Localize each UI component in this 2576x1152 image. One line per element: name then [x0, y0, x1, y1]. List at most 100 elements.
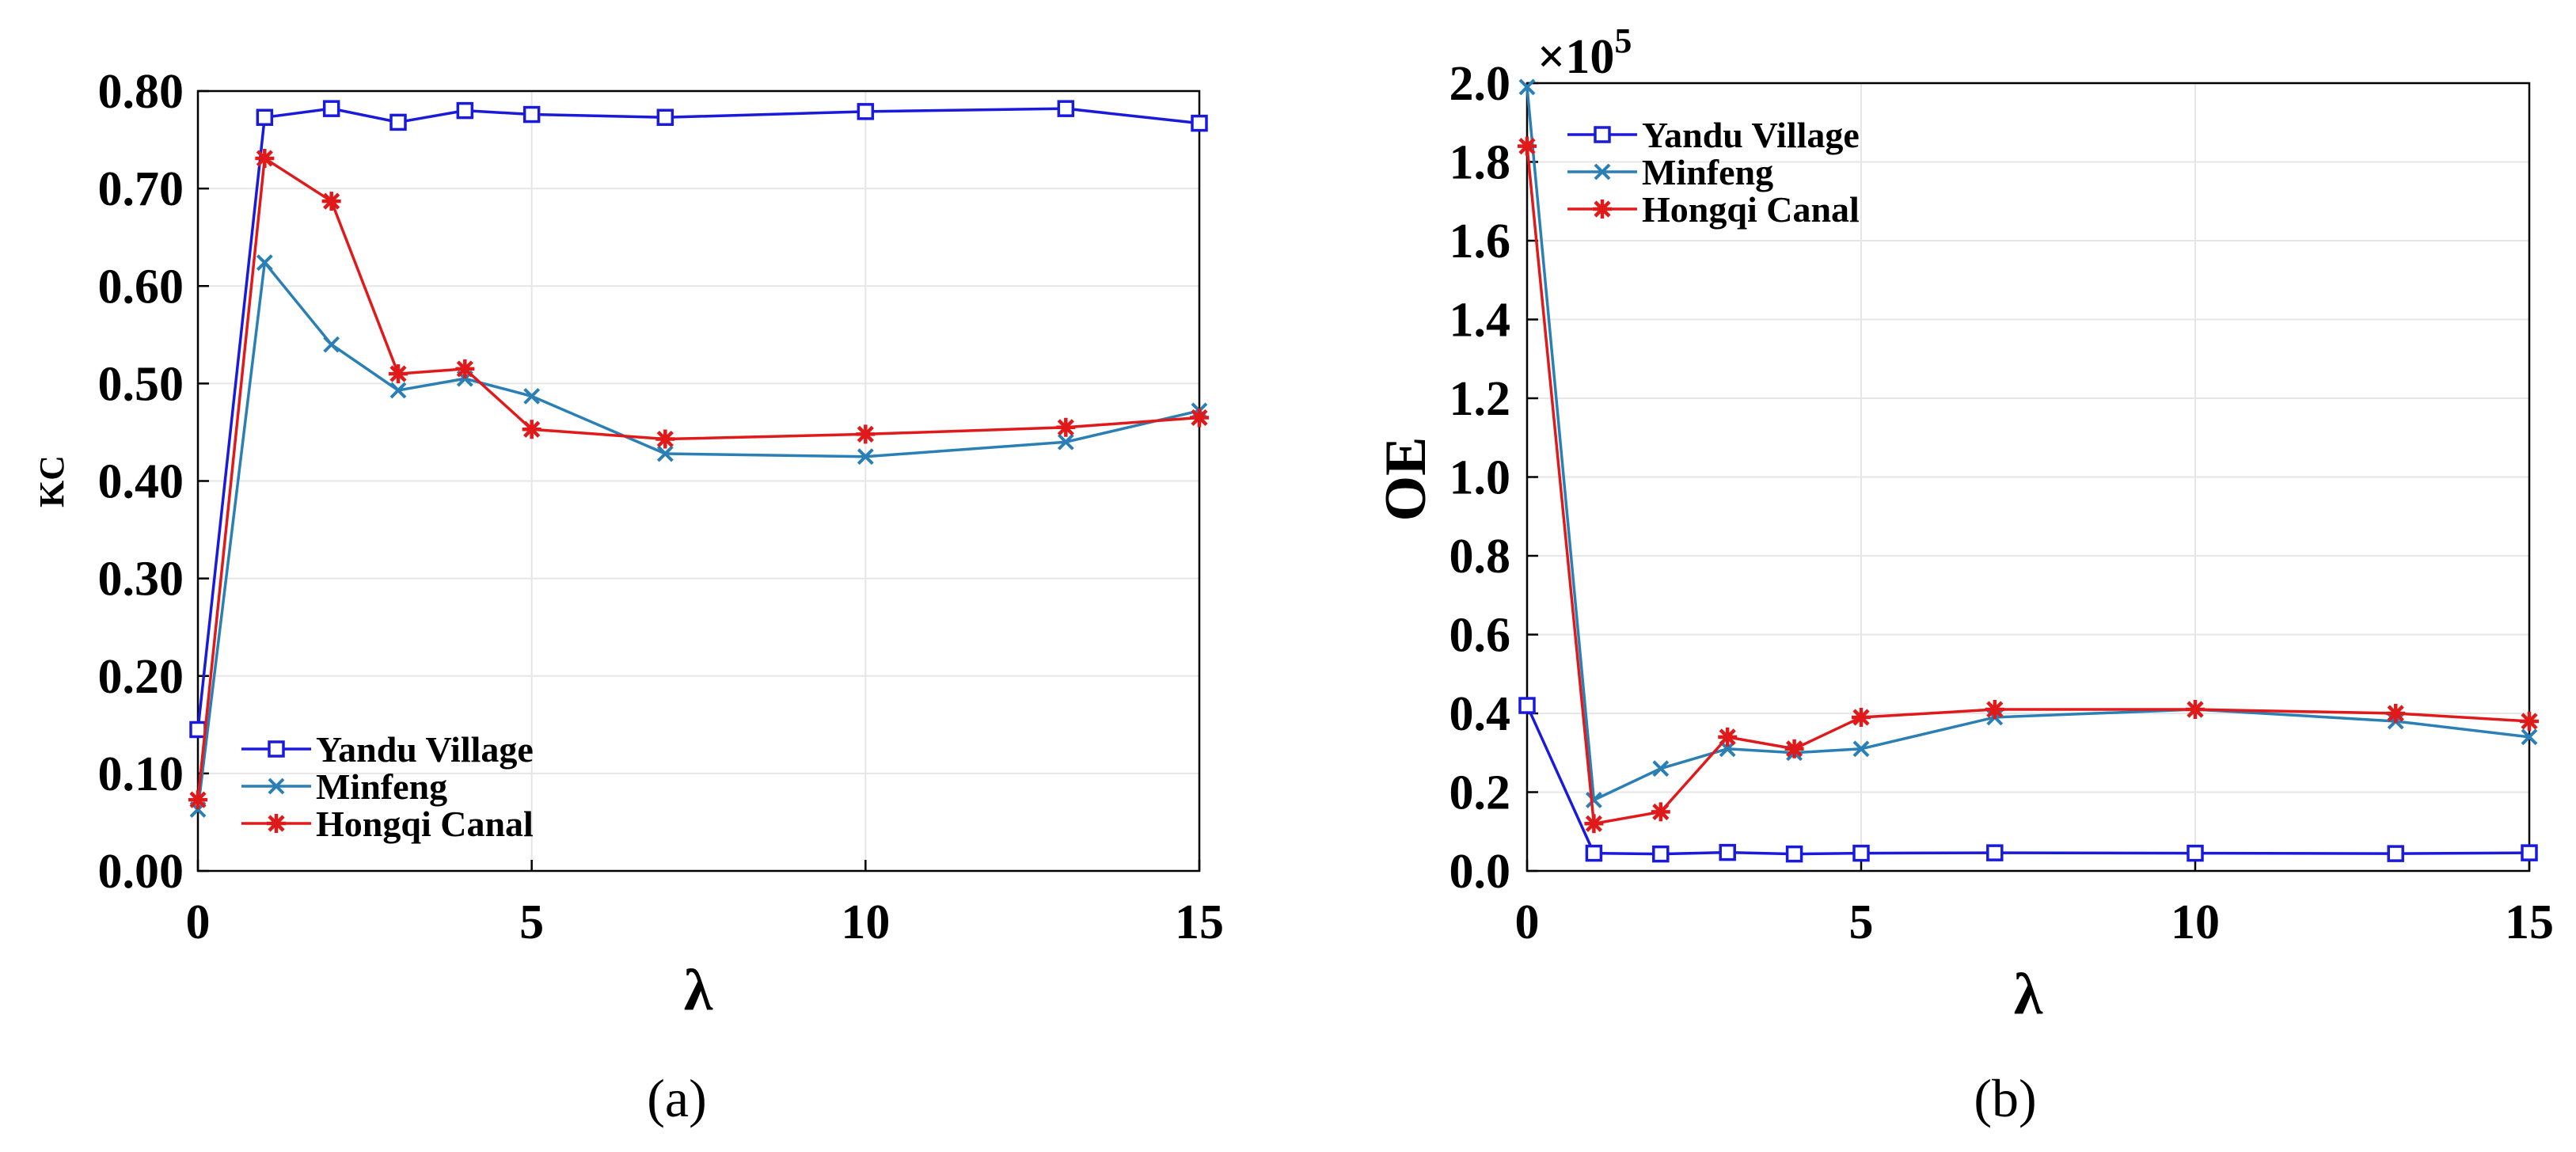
panel-caption: (a) — [647, 1068, 706, 1128]
legend-label: Minfeng — [1642, 152, 1773, 192]
data-point-minfeng — [389, 382, 407, 399]
data-point-hongqi-canal — [321, 192, 341, 211]
data-point-minfeng — [1057, 433, 1074, 451]
data-point-hongqi-canal — [188, 790, 207, 810]
data-point-minfeng — [1585, 792, 1602, 808]
series-line-yandu-village — [1525, 705, 2530, 856]
y-tick-label: 0.10 — [98, 747, 184, 801]
y-axis-label: OE — [1373, 437, 1438, 522]
x-tick-label: 10 — [2171, 895, 2220, 949]
data-point-yandu-village — [189, 720, 207, 739]
y-tick-label: 1.4 — [1449, 294, 1511, 348]
data-point-hongqi-canal — [655, 429, 675, 449]
data-point-minfeng — [523, 387, 541, 405]
x-tick-label: 15 — [2505, 895, 2554, 949]
data-point-minfeng — [656, 445, 674, 462]
legend-label: Hongqi Canal — [1642, 189, 1860, 230]
y-tick-label: 0.70 — [98, 162, 184, 216]
data-point-hongqi-canal — [856, 424, 876, 444]
data-point-hongqi-canal — [389, 364, 408, 384]
data-point-yandu-village — [1518, 697, 1536, 714]
data-point-hongqi-canal — [522, 420, 541, 439]
data-point-minfeng — [323, 336, 340, 353]
data-point-yandu-village — [1652, 845, 1670, 863]
legend-marker — [268, 740, 285, 758]
series-line-yandu-village — [196, 107, 1200, 730]
data-point-yandu-village — [456, 101, 474, 120]
data-point-hongqi-canal — [1518, 136, 1537, 156]
series-line-hongqi-canal — [1525, 146, 2530, 826]
data-point-hongqi-canal — [255, 148, 275, 168]
y-tick-label: 1.6 — [1449, 215, 1511, 268]
data-point-yandu-village — [1191, 114, 1208, 132]
x-tick-label: 5 — [519, 895, 544, 949]
chart-panel-a: 0.00 0.10 0.20 0.30 0.40 0.50 0.60 0.70 0.80 0 5 10… — [32, 65, 1224, 1128]
data-point-yandu-village — [256, 108, 274, 126]
y-tick-label: 0.6 — [1449, 609, 1511, 663]
data-point-yandu-village — [1057, 100, 1075, 117]
y-tick-label: 1.0 — [1449, 451, 1511, 505]
legend-marker — [1594, 163, 1611, 181]
legend-label: Yandu Village — [1642, 115, 1860, 155]
data-point-minfeng — [1652, 760, 1670, 778]
data-point-hongqi-canal — [1852, 707, 1871, 727]
data-point-hongqi-canal — [1784, 739, 1804, 758]
y-tick-label: 0.50 — [98, 357, 184, 411]
data-point-minfeng — [1518, 78, 1536, 96]
y-tick-label: 0.20 — [98, 650, 184, 704]
x-tick-label: 10 — [841, 895, 890, 949]
data-point-hongqi-canal — [1718, 727, 1738, 747]
x-tick-label: 0 — [186, 895, 211, 949]
data-point-yandu-village — [1785, 845, 1803, 863]
legend-label: Hongqi Canal — [316, 804, 534, 844]
panel-caption: (b) — [1974, 1068, 2036, 1128]
data-point-hongqi-canal — [1985, 700, 2004, 720]
data-point-hongqi-canal — [1056, 417, 1076, 437]
legend-marker — [1593, 200, 1612, 219]
data-point-yandu-village — [1986, 844, 2004, 861]
data-point-hongqi-canal — [2520, 711, 2539, 731]
data-point-hongqi-canal — [2386, 704, 2406, 723]
data-point-yandu-village — [656, 108, 674, 126]
x-tick-label: 15 — [1175, 895, 1224, 949]
y-tick-label: 0.2 — [1449, 766, 1511, 820]
data-point-yandu-village — [857, 103, 875, 120]
data-point-yandu-village — [1585, 844, 1603, 862]
multiplier-exponent: 5 — [1614, 21, 1632, 60]
legend-marker — [1594, 126, 1611, 143]
data-point-minfeng — [2521, 728, 2538, 746]
data-point-hongqi-canal — [1651, 802, 1670, 822]
data-point-yandu-village — [522, 105, 541, 124]
data-point-hongqi-canal — [455, 359, 475, 378]
y-tick-label: 1.8 — [1449, 136, 1511, 190]
y-tick-label: 0.0 — [1449, 845, 1511, 899]
y-tick-label: 0.4 — [1449, 687, 1511, 741]
data-point-minfeng — [857, 448, 874, 466]
series-line-minfeng — [1525, 86, 2530, 803]
legend-label: Minfeng — [316, 766, 447, 807]
data-point-yandu-village — [1852, 844, 1870, 862]
data-point-hongqi-canal — [1190, 408, 1209, 428]
x-axis-label: λ — [2014, 962, 2043, 1027]
data-point-yandu-village — [2521, 844, 2538, 861]
data-point-yandu-village — [389, 113, 407, 131]
data-point-hongqi-canal — [2186, 700, 2205, 720]
y-tick-label: 0.60 — [98, 260, 184, 314]
series-line-minfeng — [196, 259, 1200, 810]
data-point-hongqi-canal — [1584, 814, 1604, 834]
legend-marker — [268, 778, 285, 795]
chart-panel-b: 0.0 0.2 0.4 0.6 0.8 1.0 1.2 1.4 1.6 1.8 2.0 0 5 10 15 λ… — [1373, 21, 2554, 1128]
y-tick-label: 0.30 — [98, 553, 184, 606]
y-axis-label: KC — [32, 455, 71, 508]
x-tick-label: 0 — [1515, 895, 1540, 949]
y-tick-label: 0.40 — [98, 455, 184, 509]
y-axis-multiplier: ×105 — [1537, 21, 1632, 84]
y-tick-label: 1.2 — [1449, 372, 1511, 426]
legend-label: Yandu Village — [316, 729, 534, 770]
multiplier-base: ×10 — [1537, 30, 1614, 84]
legend-marker — [267, 814, 286, 833]
data-point-yandu-village — [2387, 845, 2404, 862]
y-tick-label: 0.80 — [98, 65, 184, 119]
x-tick-label: 5 — [1849, 895, 1874, 949]
